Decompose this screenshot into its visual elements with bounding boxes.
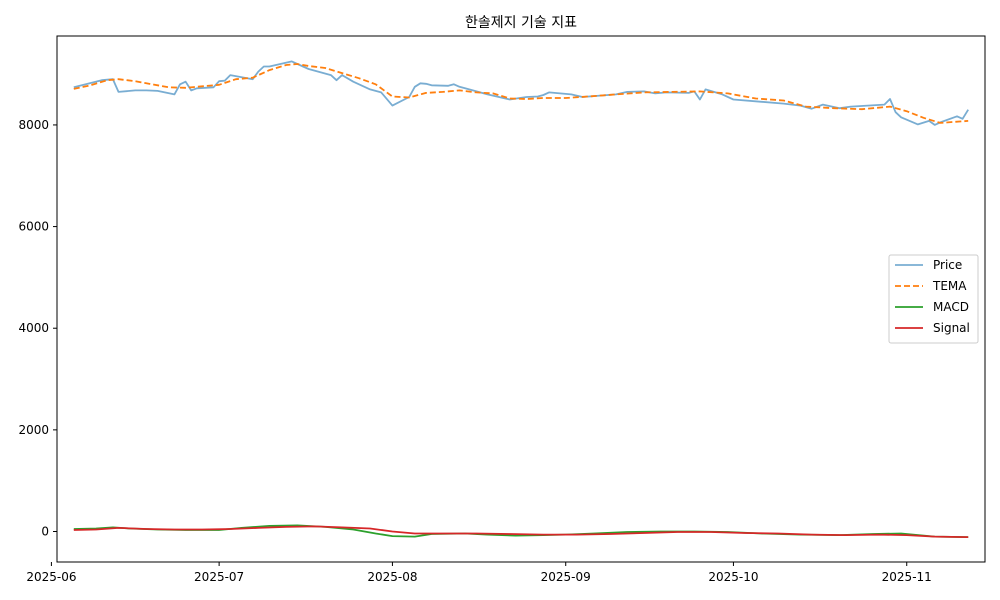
legend-label-macd: MACD — [933, 300, 969, 314]
series-line-signal — [73, 525, 969, 538]
series-layer — [73, 60, 969, 538]
y-tick-label: 6000 — [18, 220, 49, 234]
legend-label-signal: Signal — [933, 321, 970, 335]
plot-frame — [56, 35, 986, 563]
legend-box — [888, 254, 979, 344]
y-tick-label: 0 — [41, 525, 49, 539]
x-tick-label: 2025-08 — [367, 570, 417, 584]
x-tick-label: 2025-07 — [194, 570, 244, 584]
legend-label-tema: TEMA — [932, 279, 967, 293]
series-line-tema — [73, 63, 969, 124]
x-tick-label: 2025-11 — [882, 570, 932, 584]
y-tick-label: 4000 — [18, 321, 49, 335]
x-tick-label: 2025-06 — [26, 570, 76, 584]
x-tick-label: 2025-10 — [708, 570, 758, 584]
legend: Price TEMA MACD Signal — [888, 254, 979, 344]
chart-title: 한솔제지 기술 지표 — [465, 15, 577, 31]
y-tick-label: 2000 — [18, 423, 49, 437]
axis-layer: 2025-06 2025-07 2025-08 2025-09 2025-10 2025-… — [18, 118, 931, 584]
series-line-price — [73, 60, 969, 126]
y-tick-label: 8000 — [18, 118, 49, 132]
plot-area — [57, 36, 985, 562]
x-tick-label: 2025-09 — [541, 570, 591, 584]
legend-label-price: Price — [933, 258, 962, 272]
